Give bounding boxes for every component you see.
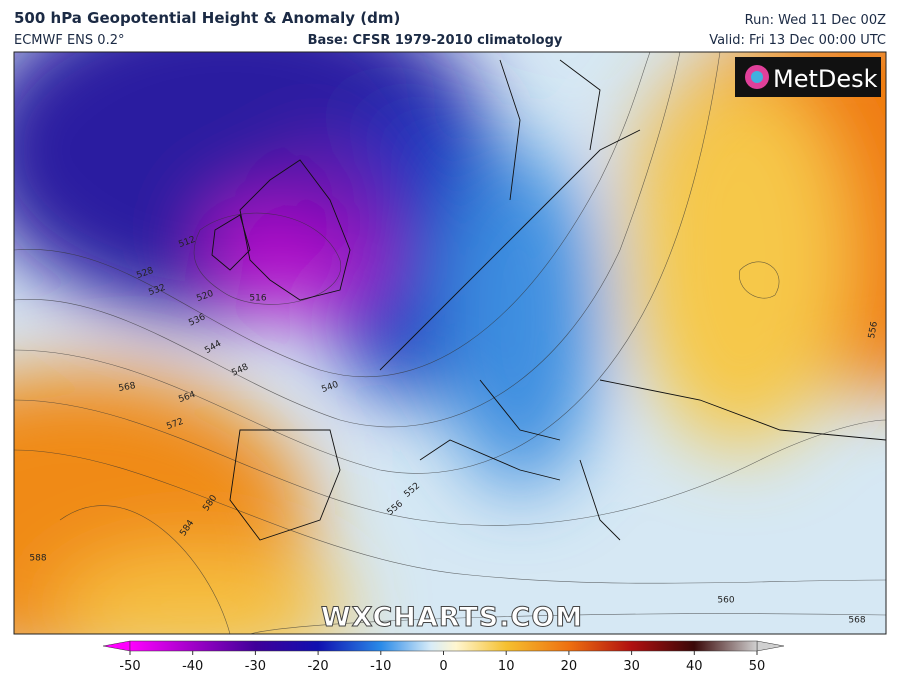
colorbar-tick-label: 0 xyxy=(439,659,447,674)
model: ECMWF ENS 0.2° xyxy=(14,33,124,48)
logo-text: MetDesk xyxy=(773,65,878,93)
title: 500 hPa Geopotential Height & Anomaly (d… xyxy=(14,9,400,27)
logo: MetDesk xyxy=(735,57,881,97)
run: Run: Wed 11 Dec 00Z xyxy=(745,13,886,28)
base: Base: CFSR 1979-2010 climatology xyxy=(308,33,563,48)
contour-label: 568 xyxy=(118,381,137,394)
colorbar-tick-label: 20 xyxy=(561,659,578,674)
contour-label: 516 xyxy=(249,294,266,304)
valid: Valid: Fri 13 Dec 00:00 UTC xyxy=(709,33,886,48)
colorbar-tick-label: -20 xyxy=(307,659,328,674)
contour-label: 588 xyxy=(29,554,46,564)
colorbar-tick-label: -10 xyxy=(370,659,391,674)
colorbar-tick-label: -50 xyxy=(119,659,140,674)
contour-label: 560 xyxy=(717,596,734,606)
colorbar-tick-label: 50 xyxy=(749,659,766,674)
colorbar-tick-label: 40 xyxy=(686,659,703,674)
map-frame xyxy=(13,51,887,635)
watermark: WXCHARTS.COM xyxy=(321,602,583,633)
colorbar-tick-label: 10 xyxy=(498,659,515,674)
colorbar-tick-label: -30 xyxy=(245,659,266,674)
contour-label: 568 xyxy=(848,616,865,626)
colorbar-tick-label: 30 xyxy=(623,659,640,674)
colorbar-tick-label: -40 xyxy=(182,659,203,674)
contour-label: 556 xyxy=(867,320,880,339)
colorbar xyxy=(102,640,785,652)
